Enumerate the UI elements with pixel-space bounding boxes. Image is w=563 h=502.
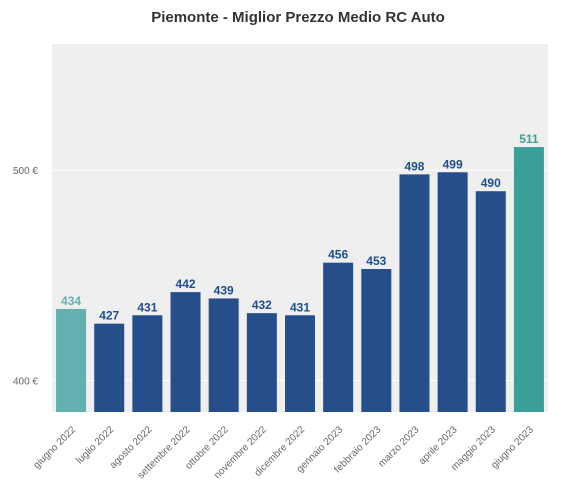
data-label: 434: [61, 294, 81, 308]
chart-title: Piemonte - Miglior Prezzo Medio RC Auto: [151, 9, 445, 26]
y-tick-label: 400 €: [13, 376, 38, 387]
bar: [170, 292, 201, 412]
bar: [399, 174, 430, 412]
data-label: 439: [214, 283, 234, 297]
bar: [361, 269, 392, 412]
x-tick-label: giugno 2022: [31, 424, 78, 471]
bar: [56, 308, 87, 412]
bar: [513, 147, 544, 413]
y-axis-ticks: 400 € 500 €: [13, 166, 38, 387]
data-label: 499: [443, 157, 463, 171]
data-labels-group: 434 427 431 442 439 432 431 456 453 498 499 490 511: [61, 132, 539, 323]
bars-group: [56, 147, 544, 413]
data-label: 432: [252, 298, 272, 312]
data-label: 431: [290, 300, 310, 314]
y-tick-label: 500 €: [13, 166, 38, 177]
data-label: 456: [328, 248, 348, 262]
bar: [285, 315, 315, 412]
x-tick-label: marzo 2023: [376, 424, 421, 469]
bar: [437, 172, 468, 412]
data-label: 442: [176, 277, 196, 291]
data-label: 431: [137, 300, 157, 314]
data-label: 427: [99, 309, 119, 323]
data-label: 498: [404, 159, 424, 173]
bar: [94, 323, 125, 412]
bar: [475, 191, 506, 412]
data-label: 490: [481, 176, 501, 190]
data-label: 511: [519, 132, 539, 146]
bar: [208, 298, 239, 412]
bar: [323, 262, 354, 412]
data-label: 453: [366, 254, 386, 268]
bar: [132, 315, 163, 412]
bar: [246, 313, 277, 412]
